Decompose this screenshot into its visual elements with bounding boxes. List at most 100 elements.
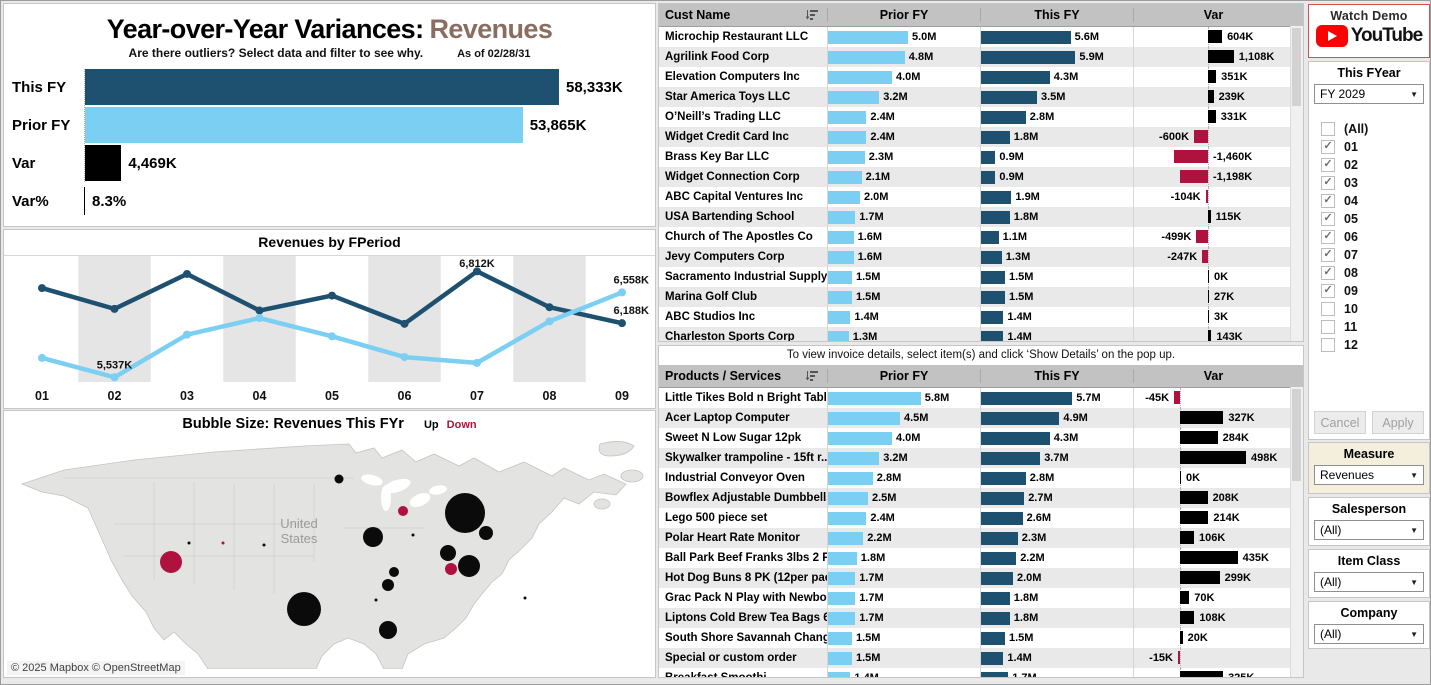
table-row[interactable]: ABC Capital Ventures Inc 2.0M 1.9M -104K xyxy=(659,187,1303,207)
table-row[interactable]: Industrial Conveyor Oven 2.8M 2.8M 0K xyxy=(659,468,1303,488)
header-cust-name[interactable]: Cust Name xyxy=(659,8,827,22)
prior-fy-bar[interactable] xyxy=(828,70,892,84)
data-point[interactable] xyxy=(400,353,409,362)
us-map[interactable]: United States xyxy=(4,432,655,670)
this-fy-bar[interactable] xyxy=(981,210,1010,224)
map-bubble-up[interactable] xyxy=(389,567,399,577)
prior-fy-bar[interactable] xyxy=(828,150,865,164)
var-bar[interactable] xyxy=(1174,150,1208,163)
data-point[interactable] xyxy=(400,319,409,328)
checked-checkbox-icon[interactable]: ✓ xyxy=(1321,194,1335,208)
table-row[interactable]: Acer Laptop Computer 4.5M 4.9M 327K xyxy=(659,408,1303,428)
prior-fy-bar[interactable] xyxy=(828,330,849,341)
prior-fy-bar[interactable] xyxy=(828,571,856,585)
map-bubble-up[interactable] xyxy=(187,541,191,545)
month-checkbox-all[interactable]: (All) xyxy=(1321,120,1429,138)
var-bar[interactable] xyxy=(1178,651,1180,664)
table-row[interactable]: Little Tikes Bold n Bright Tabl.. 5.8M 5.7… xyxy=(659,388,1303,408)
table-row[interactable]: Agrilink Food Corp 4.8M 5.9M 1,108K xyxy=(659,47,1303,67)
var-bar[interactable] xyxy=(1180,491,1208,504)
products-scrollbar[interactable] xyxy=(1290,387,1303,677)
this-fy-bar[interactable] xyxy=(981,431,1050,445)
prior-fy-bar[interactable] xyxy=(828,290,852,304)
prior-fy-bar[interactable] xyxy=(828,391,921,405)
sort-descending-icon[interactable] xyxy=(806,9,819,21)
checked-checkbox-icon[interactable]: ✓ xyxy=(1321,266,1335,280)
this-fy-bar[interactable] xyxy=(981,30,1071,44)
data-point[interactable] xyxy=(545,303,554,312)
var-bar[interactable] xyxy=(1208,90,1214,103)
unchecked-checkbox-icon[interactable] xyxy=(1321,122,1335,136)
var-bar[interactable] xyxy=(1180,571,1220,584)
company-dropdown[interactable]: (All) ▼ xyxy=(1314,624,1424,644)
var-bar[interactable] xyxy=(1180,511,1209,524)
var-bar[interactable] xyxy=(1208,50,1234,63)
map-bubble-up[interactable] xyxy=(262,543,266,547)
var-bar[interactable] xyxy=(1208,310,1209,323)
header-prior-fy[interactable]: Prior FY xyxy=(827,369,980,383)
prior-fy-bar[interactable] xyxy=(828,270,852,284)
prior-fy-bar[interactable] xyxy=(828,631,852,645)
var-bar[interactable] xyxy=(1194,130,1208,143)
var-bar[interactable] xyxy=(1205,190,1208,203)
map-bubble-up[interactable] xyxy=(363,527,383,547)
this-fy-bar[interactable] xyxy=(981,391,1073,405)
this-fy-bar[interactable] xyxy=(981,591,1010,605)
kpi-bar[interactable] xyxy=(85,145,122,181)
prior-fy-bar[interactable] xyxy=(828,491,868,505)
prior-fy-bar[interactable] xyxy=(828,551,857,565)
data-point[interactable] xyxy=(328,291,336,300)
prior-fy-bar[interactable] xyxy=(828,90,880,104)
this-fy-bar[interactable] xyxy=(981,651,1004,665)
data-point[interactable] xyxy=(545,317,554,326)
table-row[interactable]: South Shore Savannah Changi.. 1.5M 1.5M 20K xyxy=(659,628,1303,648)
data-point[interactable] xyxy=(255,314,264,323)
prior-fy-bar[interactable] xyxy=(828,471,873,485)
data-point[interactable] xyxy=(38,284,46,293)
var-bar[interactable] xyxy=(1180,411,1224,424)
scrollbar-thumb[interactable] xyxy=(1292,389,1301,481)
table-row[interactable]: USA Bartending School 1.7M 1.8M 115K xyxy=(659,207,1303,227)
var-bar[interactable] xyxy=(1180,531,1195,544)
map-bubble-down[interactable] xyxy=(445,563,457,575)
map-bubble-up[interactable] xyxy=(287,592,321,626)
map-bubble-up[interactable] xyxy=(445,493,485,533)
var-bar[interactable] xyxy=(1180,551,1238,564)
month-checkbox-04[interactable]: ✓ 04 xyxy=(1321,192,1429,210)
watch-demo-button[interactable]: Watch Demo YouTube xyxy=(1308,4,1430,58)
table-row[interactable]: Hot Dog Buns 8 PK (12per pack) 1.7M 2.0M 29… xyxy=(659,568,1303,588)
kpi-bar[interactable] xyxy=(85,107,523,143)
header-products-services[interactable]: Products / Services xyxy=(659,369,827,383)
checked-checkbox-icon[interactable]: ✓ xyxy=(1321,140,1335,154)
prior-fy-bar[interactable] xyxy=(828,611,856,625)
table-row[interactable]: Church of The Apostles Co 1.6M 1.1M -499K xyxy=(659,227,1303,247)
var-bar[interactable] xyxy=(1202,250,1208,263)
table-row[interactable]: Breakfast Smoothi.. 1.4M 1.7M 325K xyxy=(659,668,1303,677)
var-bar[interactable] xyxy=(1180,611,1195,624)
this-fy-bar[interactable] xyxy=(981,491,1025,505)
map-bubble-up[interactable] xyxy=(411,533,415,537)
this-fy-bar[interactable] xyxy=(981,130,1010,144)
data-point[interactable] xyxy=(618,288,626,297)
prior-fy-bar[interactable] xyxy=(828,170,862,184)
checked-checkbox-icon[interactable]: ✓ xyxy=(1321,158,1335,172)
prior-fy-bar[interactable] xyxy=(828,591,856,605)
this-fy-bar[interactable] xyxy=(981,631,1005,645)
data-point[interactable] xyxy=(255,306,264,315)
month-checkbox-07[interactable]: ✓ 07 xyxy=(1321,246,1429,264)
header-var[interactable]: Var xyxy=(1133,369,1293,383)
month-checkbox-06[interactable]: ✓ 06 xyxy=(1321,228,1429,246)
table-row[interactable]: Microchip Restaurant LLC 5.0M 5.6M 604K xyxy=(659,27,1303,47)
var-bar[interactable] xyxy=(1196,230,1208,243)
checked-checkbox-icon[interactable]: ✓ xyxy=(1321,230,1335,244)
table-row[interactable]: Charleston Sports Corp 1.3M 1.4M 143K xyxy=(659,327,1303,341)
this-fy-bar[interactable] xyxy=(981,230,999,244)
checked-checkbox-icon[interactable]: ✓ xyxy=(1321,284,1335,298)
cancel-button[interactable]: Cancel xyxy=(1314,411,1366,434)
var-bar[interactable] xyxy=(1180,431,1218,444)
kpi-bar[interactable] xyxy=(85,69,559,105)
data-point[interactable] xyxy=(618,319,626,328)
this-fy-bar[interactable] xyxy=(981,310,1004,324)
checked-checkbox-icon[interactable]: ✓ xyxy=(1321,212,1335,226)
month-checkbox-02[interactable]: ✓ 02 xyxy=(1321,156,1429,174)
